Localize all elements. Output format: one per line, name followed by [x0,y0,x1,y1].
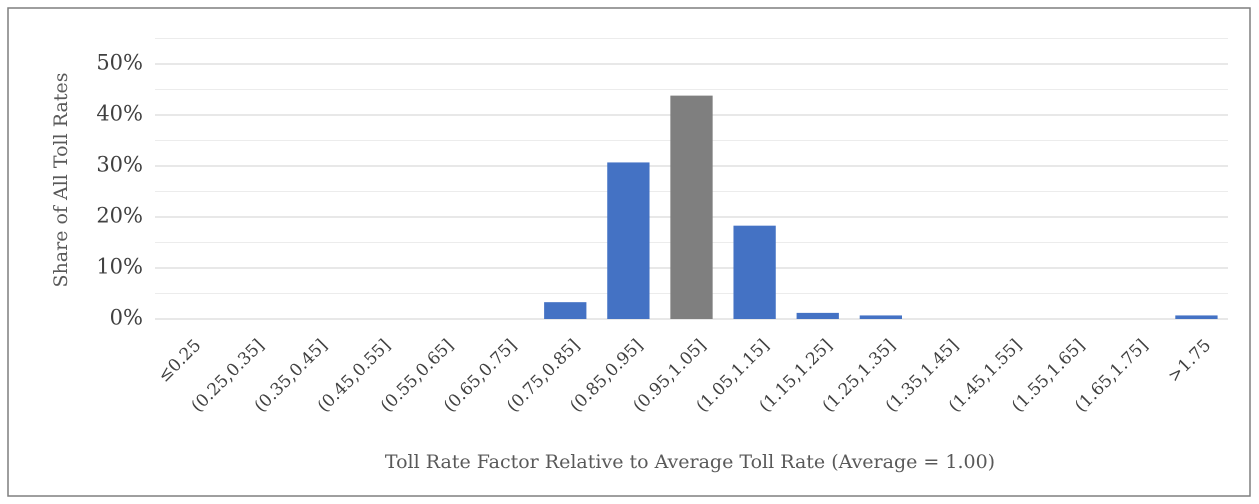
x-axis-title: Toll Rate Factor Relative to Average Tol… [385,451,995,473]
y-axis-title: Share of All Toll Rates [50,73,72,288]
bar [607,162,650,319]
y-tick-label: 0% [110,306,143,330]
bar [544,302,587,319]
y-tick-label: 30% [96,153,143,177]
y-tick-label: 40% [96,102,143,126]
bar [1175,315,1218,319]
y-tick-label: 20% [96,204,143,228]
y-tick-label: 10% [96,255,143,279]
bar [796,312,839,319]
y-tick-label: 50% [96,51,143,75]
bar [733,225,776,319]
bar [859,315,902,319]
bar [670,95,713,320]
